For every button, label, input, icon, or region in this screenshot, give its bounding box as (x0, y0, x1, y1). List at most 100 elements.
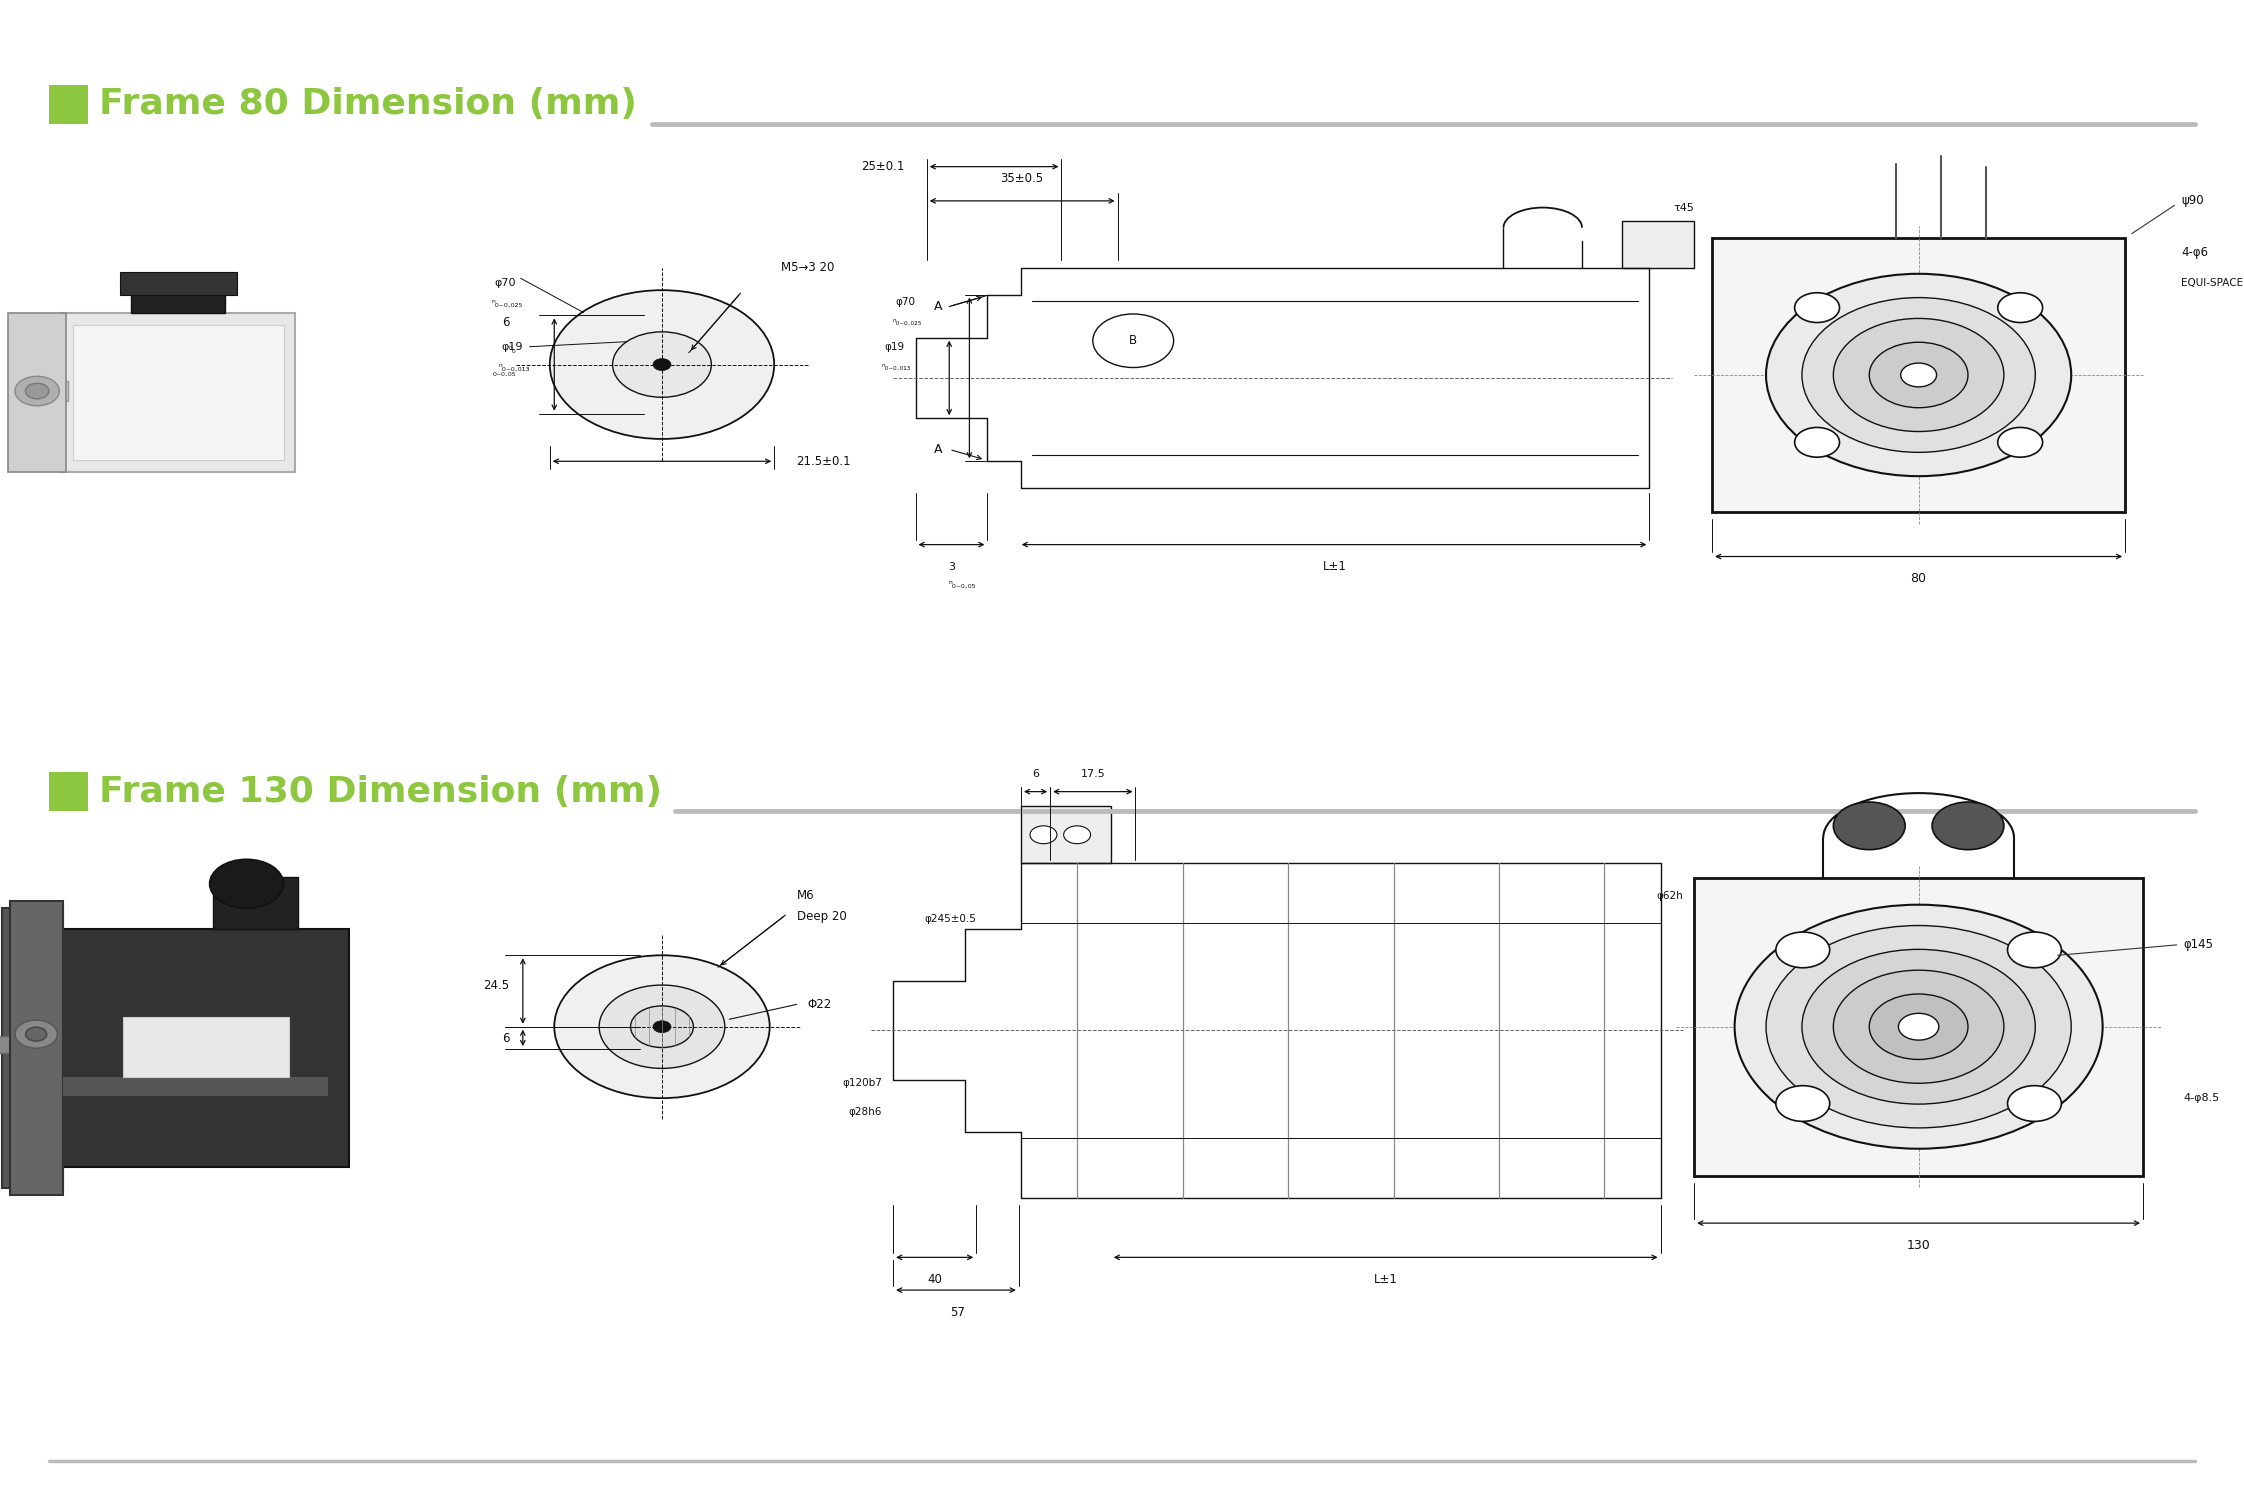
Text: EQUI-SPACED: EQUI-SPACED (2181, 278, 2244, 287)
Circle shape (2008, 931, 2062, 967)
Text: ₀₋₀.₀₅: ₀₋₀.₀₅ (494, 369, 516, 378)
Bar (119, 272, 238, 295)
Circle shape (599, 985, 725, 1068)
Circle shape (1901, 363, 1937, 387)
Text: φ19: φ19 (884, 342, 904, 351)
Text: ⁿ₀₋₀.₀₅: ⁿ₀₋₀.₀₅ (949, 580, 976, 589)
Text: 3: 3 (947, 562, 956, 571)
Text: ⁿ₀₋₀.₀₂₅: ⁿ₀₋₀.₀₂₅ (491, 299, 523, 308)
Circle shape (1030, 826, 1057, 844)
Bar (72, 326, 283, 460)
Text: ⁿ₀₋₀.₀₁₃: ⁿ₀₋₀.₀₁₃ (498, 363, 530, 372)
Text: A: A (934, 443, 942, 455)
Text: 6: 6 (503, 1033, 509, 1045)
Text: 57: 57 (949, 1306, 965, 1318)
Bar (9, 312, 67, 472)
Text: 17.5: 17.5 (1079, 769, 1106, 778)
Circle shape (1795, 293, 1840, 323)
Text: φ145: φ145 (2183, 939, 2213, 951)
Circle shape (653, 359, 671, 371)
Text: τ45: τ45 (1674, 204, 1694, 213)
Bar (0, 1036, 9, 1054)
Circle shape (554, 955, 770, 1098)
Circle shape (1064, 826, 1091, 844)
Circle shape (1932, 802, 2004, 850)
Bar (123, 1018, 289, 1077)
Circle shape (1802, 298, 2035, 452)
Bar (49, 85, 88, 124)
Circle shape (16, 1021, 58, 1048)
Bar (1021, 806, 1111, 863)
Circle shape (1775, 1086, 1829, 1122)
Text: ⁿ₀₋₀.₀₁₃: ⁿ₀₋₀.₀₁₃ (882, 363, 911, 372)
Text: 80: 80 (1910, 573, 1928, 585)
Circle shape (1997, 427, 2042, 457)
Bar (2, 908, 63, 1187)
Bar (1622, 222, 1694, 268)
Text: ⁿ₀₋₀.₀₂₅: ⁿ₀₋₀.₀₂₅ (893, 318, 922, 327)
Circle shape (1802, 949, 2035, 1104)
Circle shape (613, 332, 711, 397)
Text: ⁿ₀: ⁿ₀ (509, 345, 516, 354)
Bar (640, 351, 684, 378)
Text: Frame 130 Dimension (mm): Frame 130 Dimension (mm) (99, 775, 662, 808)
Text: L±1: L±1 (1373, 1274, 1398, 1286)
Circle shape (1833, 970, 2004, 1083)
Text: 6: 6 (503, 317, 509, 329)
Circle shape (2008, 1086, 2062, 1122)
Bar (1694, 878, 2143, 1176)
Bar (1712, 238, 2125, 512)
Circle shape (16, 376, 58, 406)
Text: 130: 130 (1907, 1240, 1930, 1251)
Text: φ70: φ70 (895, 298, 916, 307)
Circle shape (1735, 905, 2103, 1149)
Text: φ19: φ19 (500, 342, 523, 351)
Circle shape (25, 1027, 47, 1042)
Text: Φ22: Φ22 (808, 998, 833, 1010)
Bar (47, 929, 350, 1167)
Circle shape (1869, 994, 1968, 1059)
Text: 24.5: 24.5 (482, 979, 509, 991)
Text: φ120b7: φ120b7 (842, 1077, 882, 1088)
Text: φ28h6: φ28h6 (848, 1107, 882, 1117)
Text: A: A (934, 301, 942, 312)
Text: 4-φ6: 4-φ6 (2181, 247, 2208, 259)
Bar (132, 278, 224, 312)
Text: φ62h: φ62h (1656, 891, 1683, 900)
Circle shape (1795, 427, 1840, 457)
Text: ψ90: ψ90 (2181, 195, 2204, 207)
Bar (61, 312, 296, 472)
Text: 25±0.1: 25±0.1 (862, 161, 904, 173)
Bar (13, 381, 67, 402)
Circle shape (1997, 293, 2042, 323)
Circle shape (1766, 274, 2071, 476)
Text: 35±0.5: 35±0.5 (1001, 173, 1043, 185)
Circle shape (1833, 802, 1905, 850)
Text: B: B (1129, 335, 1138, 347)
Text: Frame 80 Dimension (mm): Frame 80 Dimension (mm) (99, 88, 637, 121)
Circle shape (550, 290, 774, 439)
Text: 6: 6 (1032, 769, 1039, 778)
Circle shape (1833, 318, 2004, 432)
Circle shape (25, 384, 49, 399)
Circle shape (1775, 931, 1829, 967)
Text: M5→3 20: M5→3 20 (781, 262, 835, 274)
Circle shape (1898, 1013, 1939, 1040)
Bar (9, 902, 63, 1195)
Bar (213, 876, 298, 929)
Text: Deep 20: Deep 20 (797, 911, 846, 923)
Text: L±1: L±1 (1324, 561, 1346, 573)
Text: M6: M6 (797, 890, 815, 902)
Text: 21.5±0.1: 21.5±0.1 (797, 455, 850, 467)
Text: φ245±0.5: φ245±0.5 (925, 914, 976, 924)
Text: 40: 40 (927, 1274, 942, 1286)
Circle shape (209, 859, 283, 908)
Circle shape (1766, 926, 2071, 1128)
Text: φ70: φ70 (494, 278, 516, 287)
Text: 4-φ8.5: 4-φ8.5 (2183, 1094, 2219, 1103)
Circle shape (653, 1021, 671, 1033)
Bar (49, 772, 88, 811)
Circle shape (631, 1006, 693, 1048)
Bar (63, 1077, 328, 1095)
Circle shape (1869, 342, 1968, 408)
